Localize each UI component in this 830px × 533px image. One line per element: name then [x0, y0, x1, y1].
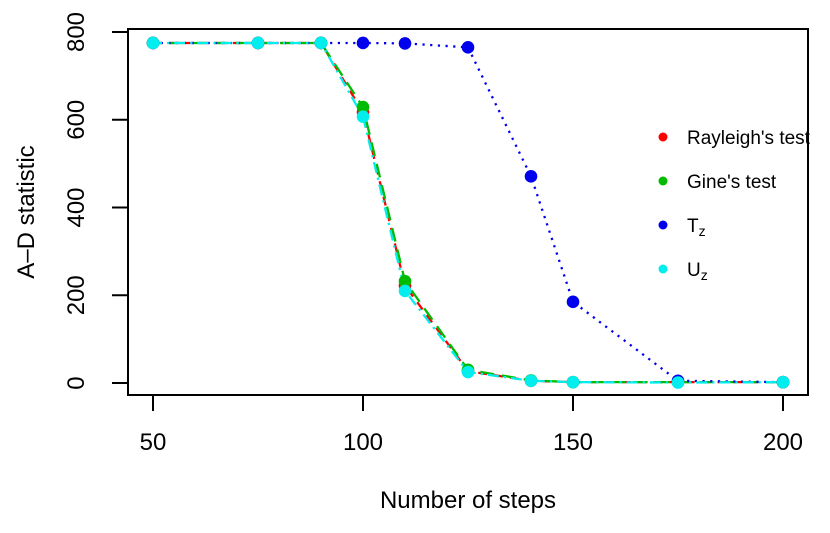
data-point-uz — [524, 374, 538, 388]
data-point-gine-s-test — [356, 100, 370, 114]
y-tick-label: 800 — [63, 12, 90, 52]
x-tick-label: 50 — [140, 429, 167, 456]
data-point-tz — [398, 37, 412, 50]
x-tick-label: 100 — [343, 429, 383, 456]
data-point-uz — [356, 110, 370, 123]
y-tick-label: 0 — [63, 376, 90, 389]
y-tick-label: 400 — [63, 187, 90, 227]
data-point-tz — [524, 170, 538, 183]
data-point-tz — [461, 41, 475, 54]
legend-label-uz: Uz — [687, 260, 708, 283]
y-axis-title: A–D statistic — [13, 145, 40, 279]
series-line-uz — [153, 41, 784, 384]
series-points-rayleigh-s-test — [146, 36, 790, 389]
data-point-uz — [314, 36, 328, 50]
plot-border — [127, 28, 809, 396]
legend-label-tz: Tz — [687, 216, 706, 239]
series-line-gine-s-test — [153, 41, 783, 384]
legend-marker-tz — [658, 220, 668, 230]
series-line-tz — [153, 41, 784, 384]
y-tick-label: 600 — [63, 100, 90, 140]
data-point-tz — [566, 295, 580, 309]
legend-marker-uz — [658, 264, 668, 274]
legend-label-gine-s-test: Gine's test — [687, 172, 777, 193]
legend-label-rayleigh-s-test: Rayleigh's test — [687, 128, 811, 149]
data-point-uz — [146, 36, 160, 50]
data-point-uz — [566, 375, 580, 389]
series-line-rayleigh-s-test — [153, 41, 783, 384]
y-tick-label: 200 — [63, 275, 90, 315]
data-point-uz — [776, 375, 790, 389]
legend: Rayleigh's test Gine's test Tz Uz — [658, 128, 811, 283]
x-tick-label: 200 — [763, 429, 803, 456]
series-points-gine-s-test — [146, 36, 790, 389]
series-points-uz — [146, 36, 790, 389]
data-point-uz — [671, 376, 685, 389]
data-point-tz — [356, 36, 370, 50]
x-tick-label: 150 — [553, 429, 593, 456]
data-point-uz — [461, 365, 475, 379]
legend-marker-gine-s-test — [658, 176, 668, 186]
y-axis: 0 200 400 600 800 — [63, 12, 128, 390]
data-point-uz — [251, 36, 265, 50]
data-point-gine-s-test — [398, 274, 412, 288]
series-points-tz — [146, 36, 790, 389]
x-axis-title: Number of steps — [379, 487, 557, 514]
legend-marker-rayleigh-s-test — [658, 132, 668, 142]
x-axis: 50 100 150 200 — [140, 395, 803, 456]
data-point-uz — [398, 284, 412, 298]
